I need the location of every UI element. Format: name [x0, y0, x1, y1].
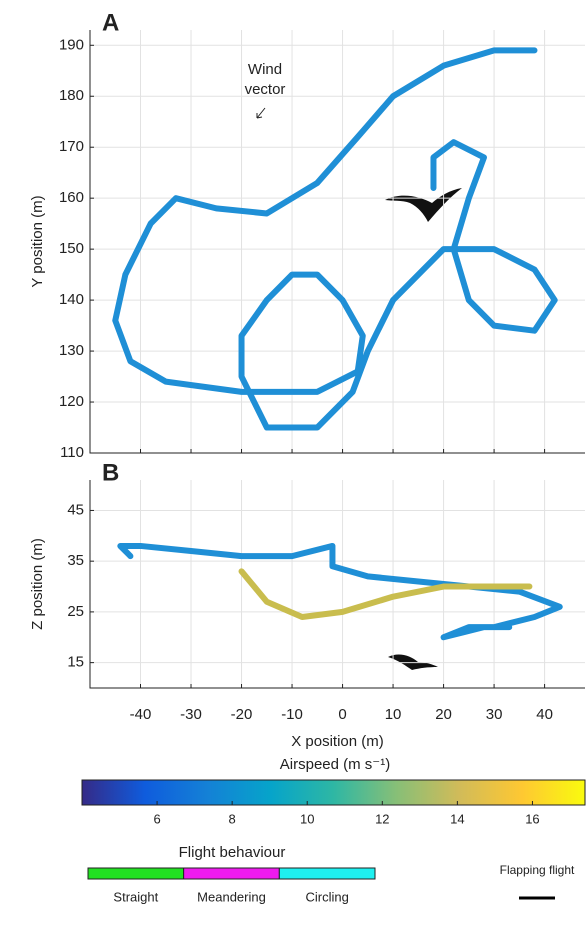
legend-swatch	[278, 867, 376, 880]
x-tick-label: -10	[281, 706, 303, 723]
trajectory	[238, 568, 533, 620]
legend-title: Flight behaviour	[179, 844, 286, 861]
trajectory	[112, 47, 558, 431]
colorbar-title: Airspeed (m s⁻¹)	[280, 756, 390, 773]
y-tick-label: 45	[67, 501, 84, 518]
x-axis-label: X position (m)	[291, 733, 384, 750]
colorbar-tick-label: 16	[525, 811, 539, 826]
y-tick-label: 35	[67, 552, 84, 569]
bird-silhouette	[385, 188, 462, 222]
legend-label: Straight	[113, 889, 158, 904]
legend-label: Circling	[305, 889, 348, 904]
y-tick-label: 25	[67, 603, 84, 620]
colorbar-tick-label: 12	[375, 811, 389, 826]
y-tick-label: 160	[59, 189, 84, 206]
panel-label: A	[102, 9, 119, 36]
x-tick-label: 40	[536, 706, 553, 723]
y-tick-label: 190	[59, 36, 84, 53]
x-tick-label: 10	[385, 706, 402, 723]
y-tick-label: 180	[59, 87, 84, 104]
axis-line	[89, 30, 585, 454]
panel-label: B	[102, 459, 119, 486]
x-tick-label: -20	[231, 706, 253, 723]
y-tick-label: 140	[59, 291, 84, 308]
y-tick-label: 15	[67, 654, 84, 671]
x-tick-label: -40	[130, 706, 152, 723]
annotation: Wind vector	[245, 61, 286, 98]
wind-arrow	[256, 107, 266, 119]
axis-line	[89, 480, 585, 689]
y-axis-label: Y position (m)	[29, 195, 46, 287]
x-tick-label: 30	[486, 706, 503, 723]
y-tick-label: 170	[59, 138, 84, 155]
y-tick-label: 120	[59, 393, 84, 410]
colorbar-tick-label: 14	[450, 811, 464, 826]
legend-swatch	[87, 867, 185, 880]
y-tick-label: 130	[59, 342, 84, 359]
y-axis-label: Z position (m)	[29, 538, 46, 630]
y-tick-label: 110	[60, 444, 84, 461]
x-tick-label: 20	[435, 706, 452, 723]
colorbar-tick-label: 8	[229, 811, 236, 826]
x-tick-label: -30	[180, 706, 202, 723]
legend-label: Flapping flight	[500, 863, 575, 877]
legend-swatch	[183, 867, 280, 880]
colorbar-tick-label: 6	[153, 811, 160, 826]
colorbar-tick-label: 10	[300, 811, 314, 826]
x-tick-label: 0	[338, 706, 346, 723]
colorbar	[81, 779, 586, 806]
y-tick-label: 150	[59, 240, 84, 257]
trajectory	[117, 542, 563, 641]
legend-label: Meandering	[197, 889, 266, 904]
